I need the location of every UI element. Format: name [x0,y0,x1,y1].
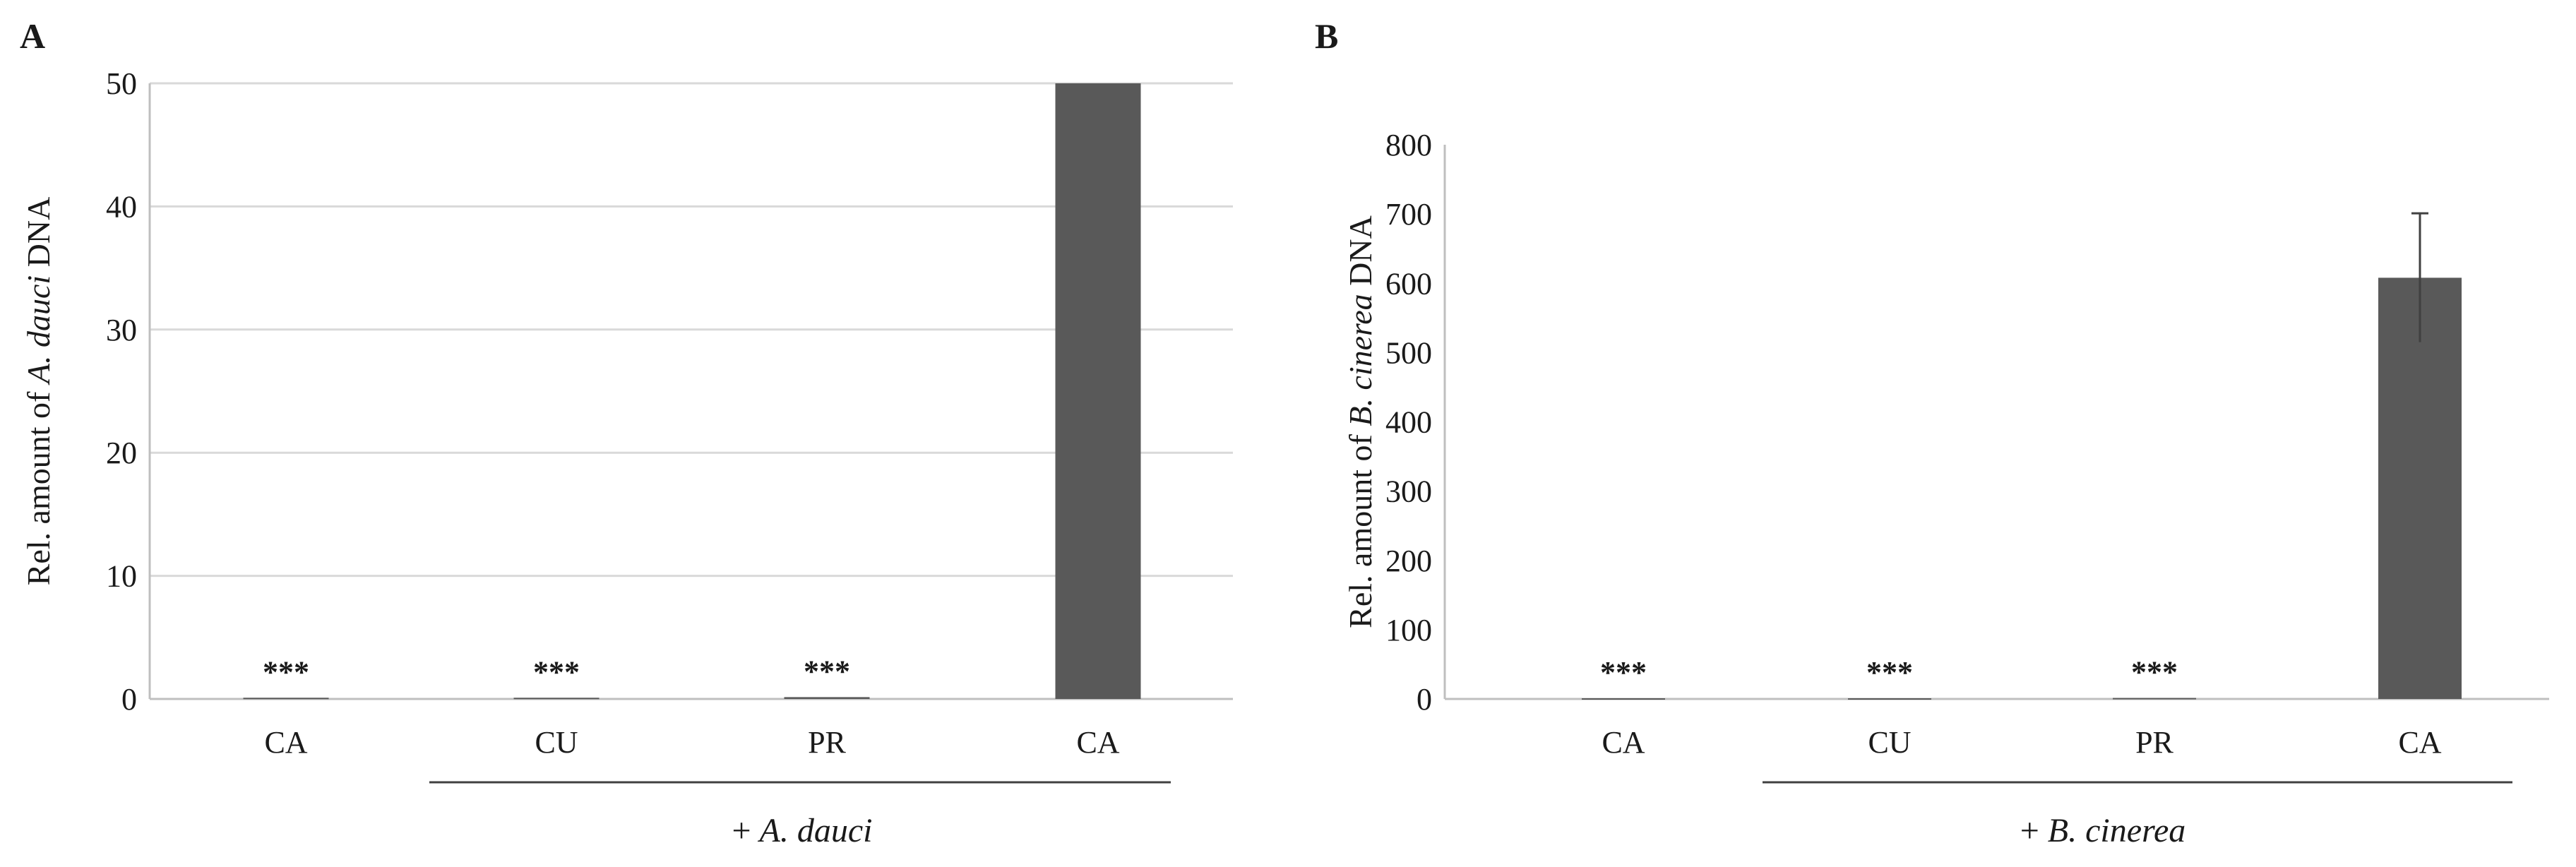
x-tick-label: CA [264,725,307,760]
significance-label: *** [533,654,580,689]
y-tick-label: 800 [1385,128,1432,162]
y-tick-label: 40 [106,189,137,224]
y-tick-label: 600 [1385,266,1432,301]
y-tick-label: 20 [106,436,137,470]
panel-label: B [1315,16,1338,56]
x-tick-label: PR [2135,725,2174,760]
x-tick-label: CA [2398,725,2441,760]
bar [1582,698,1665,700]
y-tick-label: 700 [1385,197,1432,232]
y-axis-label: Rel. amount of A. dauci DNA [20,197,56,586]
bar [513,698,600,700]
bar [784,697,870,699]
panel-label: A [20,16,45,56]
y-tick-label: 400 [1385,405,1432,440]
y-tick-label: 30 [106,313,137,347]
y-tick-label: 0 [121,682,137,717]
significance-label: *** [1866,655,1913,690]
x-tick-label: CU [535,725,578,760]
y-tick-label: 100 [1385,613,1432,647]
bar [1055,83,1141,699]
bar [1848,698,1931,700]
y-axis-label: Rel. amount of B. cinerea DNA [1342,215,1378,628]
bar [2113,698,2196,700]
significance-label: *** [804,654,850,688]
x-tick-label: CU [1868,725,1911,760]
x-tick-label: CA [1076,725,1119,760]
y-tick-label: 200 [1385,544,1432,578]
panel-a: A 0 10 20 30 40 50 *** CA *** CU *** PR CA Rel. amount… [20,16,1233,849]
bar [243,698,329,700]
x-tick-label: PR [808,725,846,760]
group-label: + B. cinerea [2020,812,2186,849]
significance-label: *** [263,654,309,689]
bar [2378,277,2462,699]
significance-label: *** [1600,655,1647,690]
group-label: + A. dauci [732,812,872,849]
x-tick-label: CA [1602,725,1645,760]
y-tick-label: 500 [1385,335,1432,370]
y-tick-label: 50 [106,66,137,101]
y-tick-label: 300 [1385,474,1432,509]
panel-b: B 0 100 200 300 400 500 600 700 800 *** CA *** CU *** P… [1315,16,2549,849]
y-tick-label: 10 [106,559,137,594]
y-tick-label: 0 [1417,682,1432,717]
significance-label: *** [2131,655,2178,690]
